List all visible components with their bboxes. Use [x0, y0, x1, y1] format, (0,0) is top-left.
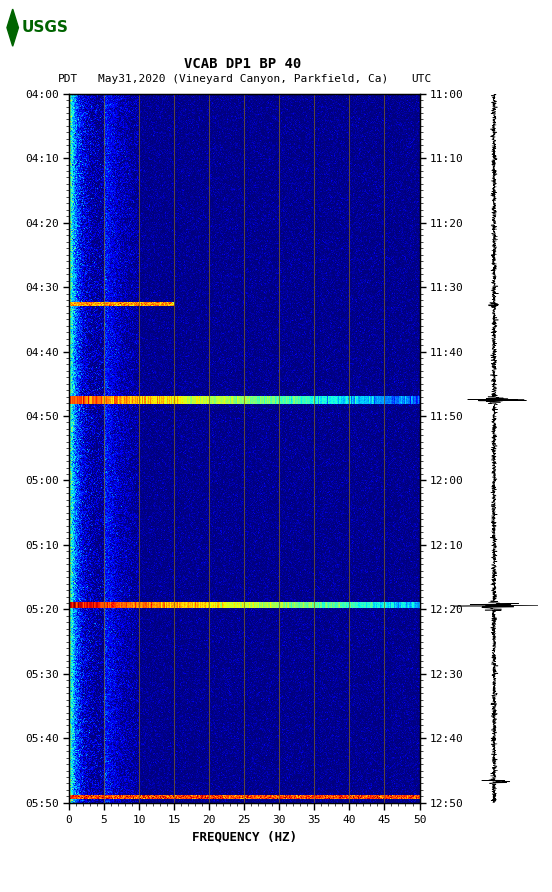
Text: May31,2020 (Vineyard Canyon, Parkfield, Ca): May31,2020 (Vineyard Canyon, Parkfield, …: [98, 74, 388, 84]
X-axis label: FREQUENCY (HZ): FREQUENCY (HZ): [192, 830, 297, 843]
Text: UTC: UTC: [411, 74, 432, 84]
Text: USGS: USGS: [22, 21, 68, 35]
Text: VCAB DP1 BP 40: VCAB DP1 BP 40: [184, 57, 301, 71]
Text: PDT: PDT: [58, 74, 78, 84]
Polygon shape: [7, 9, 18, 46]
